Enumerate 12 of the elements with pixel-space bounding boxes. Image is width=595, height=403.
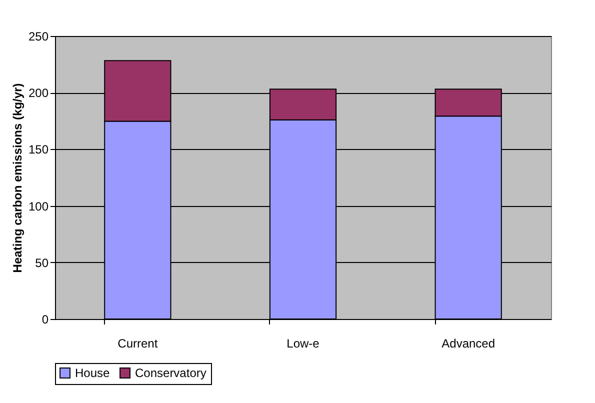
y-tick-label: 0 bbox=[42, 312, 49, 326]
y-axis-title: Heating carbon emissions (kg/yr) bbox=[10, 83, 24, 273]
x-tick-label: Low-e bbox=[286, 336, 320, 350]
y-tick-label: 100 bbox=[28, 199, 49, 214]
legend-label: House bbox=[75, 366, 110, 380]
x-tick-label: Current bbox=[118, 336, 158, 350]
y-tick-label: 50 bbox=[35, 256, 49, 270]
x-tick-label: Advanced bbox=[442, 336, 496, 350]
legend-label: Conservatory bbox=[135, 366, 206, 380]
y-tick-label: 200 bbox=[28, 86, 49, 100]
y-tick-label: 250 bbox=[28, 30, 49, 44]
y-tick-label: 150 bbox=[28, 142, 49, 157]
